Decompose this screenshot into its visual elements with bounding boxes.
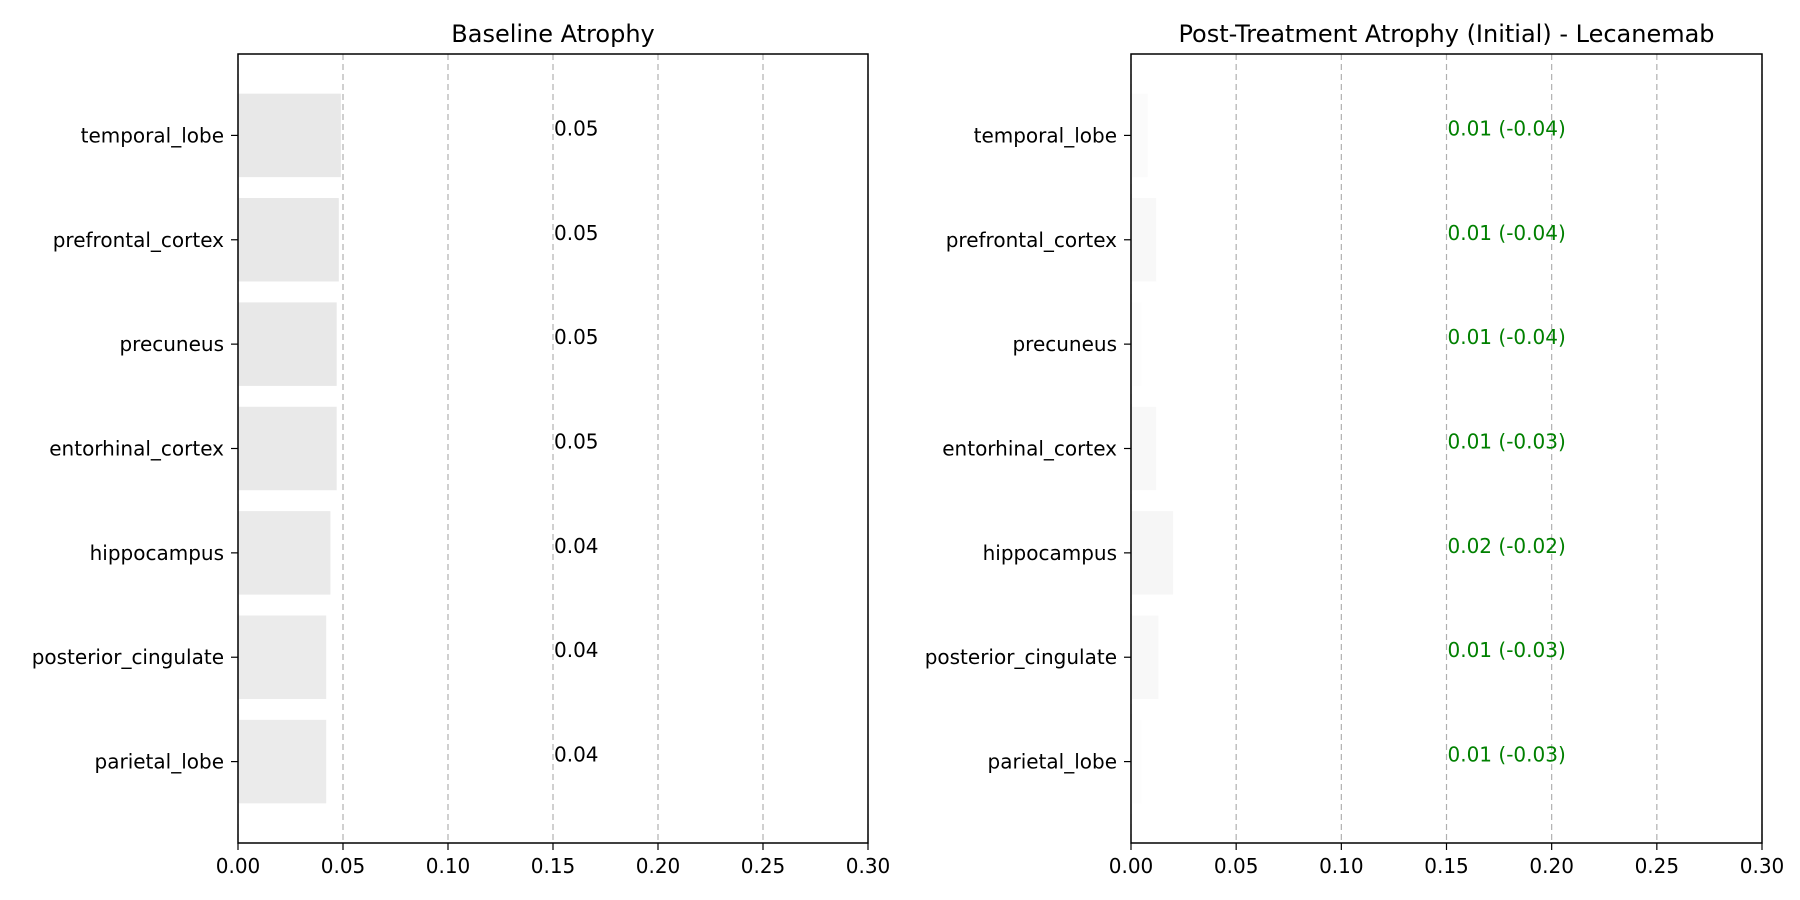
bar-posterior_cingulate xyxy=(238,615,327,699)
category-label-entorhinal_cortex: entorhinal_cortex xyxy=(49,437,224,461)
value-label-posterior_cingulate: 0.04 xyxy=(554,638,599,662)
value-label-hippocampus: 0.04 xyxy=(554,534,599,558)
bar-temporal_lobe xyxy=(1131,93,1148,178)
value-label-parietal_lobe: 0.01 (-0.03) xyxy=(1448,743,1566,767)
bar-entorhinal_cortex xyxy=(238,406,337,491)
bar-entorhinal_cortex xyxy=(1131,406,1157,491)
value-label-temporal_lobe: 0.01 (-0.04) xyxy=(1448,116,1566,140)
category-label-prefrontal_cortex: prefrontal_cortex xyxy=(946,228,1117,252)
x-tick-label-0: 0.00 xyxy=(1109,854,1154,878)
value-label-temporal_lobe: 0.05 xyxy=(554,116,599,140)
value-label-entorhinal_cortex: 0.05 xyxy=(554,430,599,454)
value-label-entorhinal_cortex: 0.01 (-0.03) xyxy=(1448,430,1566,454)
bar-precuneus xyxy=(1131,302,1142,386)
category-label-prefrontal_cortex: prefrontal_cortex xyxy=(53,228,224,252)
category-label-hippocampus: hippocampus xyxy=(90,541,224,565)
value-label-posterior_cingulate: 0.01 (-0.03) xyxy=(1448,638,1566,662)
x-tick-label-6: 0.30 xyxy=(1740,854,1785,878)
category-label-temporal_lobe: temporal_lobe xyxy=(81,123,224,147)
bar-hippocampus xyxy=(238,511,331,595)
x-tick-label-5: 0.25 xyxy=(741,854,786,878)
category-label-parietal_lobe: parietal_lobe xyxy=(95,750,224,774)
category-label-entorhinal_cortex: entorhinal_cortex xyxy=(942,437,1117,461)
panel-post-treatment-atrophy: temporal_lobe 0.01 (-0.04) prefrontal_cort… xyxy=(925,20,1785,878)
category-label-precuneus: precuneus xyxy=(1012,332,1117,356)
value-label-hippocampus: 0.02 (-0.02) xyxy=(1448,534,1566,558)
bar-parietal_lobe xyxy=(238,719,327,804)
value-label-parietal_lobe: 0.04 xyxy=(554,743,599,767)
x-tick-label-4: 0.20 xyxy=(1529,854,1574,878)
x-tick-label-3: 0.15 xyxy=(1424,854,1469,878)
x-tick-label-5: 0.25 xyxy=(1635,854,1680,878)
x-tick-label-1: 0.05 xyxy=(1214,854,1259,878)
value-label-prefrontal_cortex: 0.01 (-0.04) xyxy=(1448,221,1566,245)
value-label-precuneus: 0.01 (-0.04) xyxy=(1448,325,1566,349)
value-label-prefrontal_cortex: 0.05 xyxy=(554,221,599,245)
category-label-precuneus: precuneus xyxy=(119,332,224,356)
x-tick-label-1: 0.05 xyxy=(321,854,366,878)
category-label-posterior_cingulate: posterior_cingulate xyxy=(925,645,1117,669)
bar-hippocampus xyxy=(1131,511,1174,595)
value-label-precuneus: 0.05 xyxy=(554,325,599,349)
bar-prefrontal_cortex xyxy=(1131,198,1157,282)
panel-baseline-atrophy: temporal_lobe 0.05 prefrontal_cortex 0.05 pr… xyxy=(32,20,891,878)
x-tick-label-2: 0.10 xyxy=(1319,854,1364,878)
bar-parietal_lobe xyxy=(1131,719,1142,804)
bar-precuneus xyxy=(238,302,337,386)
chart-title: Post-Treatment Atrophy (Initial) - Lecan… xyxy=(1178,20,1714,48)
chart-title: Baseline Atrophy xyxy=(451,20,654,48)
bar-posterior_cingulate xyxy=(1131,615,1159,699)
category-label-parietal_lobe: parietal_lobe xyxy=(988,750,1117,774)
x-tick-label-4: 0.20 xyxy=(636,854,681,878)
category-label-hippocampus: hippocampus xyxy=(983,541,1117,565)
x-tick-label-3: 0.15 xyxy=(531,854,576,878)
category-label-posterior_cingulate: posterior_cingulate xyxy=(32,645,224,669)
x-tick-label-0: 0.00 xyxy=(216,854,261,878)
bar-temporal_lobe xyxy=(238,93,341,178)
bar-prefrontal_cortex xyxy=(238,198,339,282)
x-tick-label-2: 0.10 xyxy=(426,854,471,878)
category-label-temporal_lobe: temporal_lobe xyxy=(974,123,1117,147)
x-tick-label-6: 0.30 xyxy=(846,854,891,878)
